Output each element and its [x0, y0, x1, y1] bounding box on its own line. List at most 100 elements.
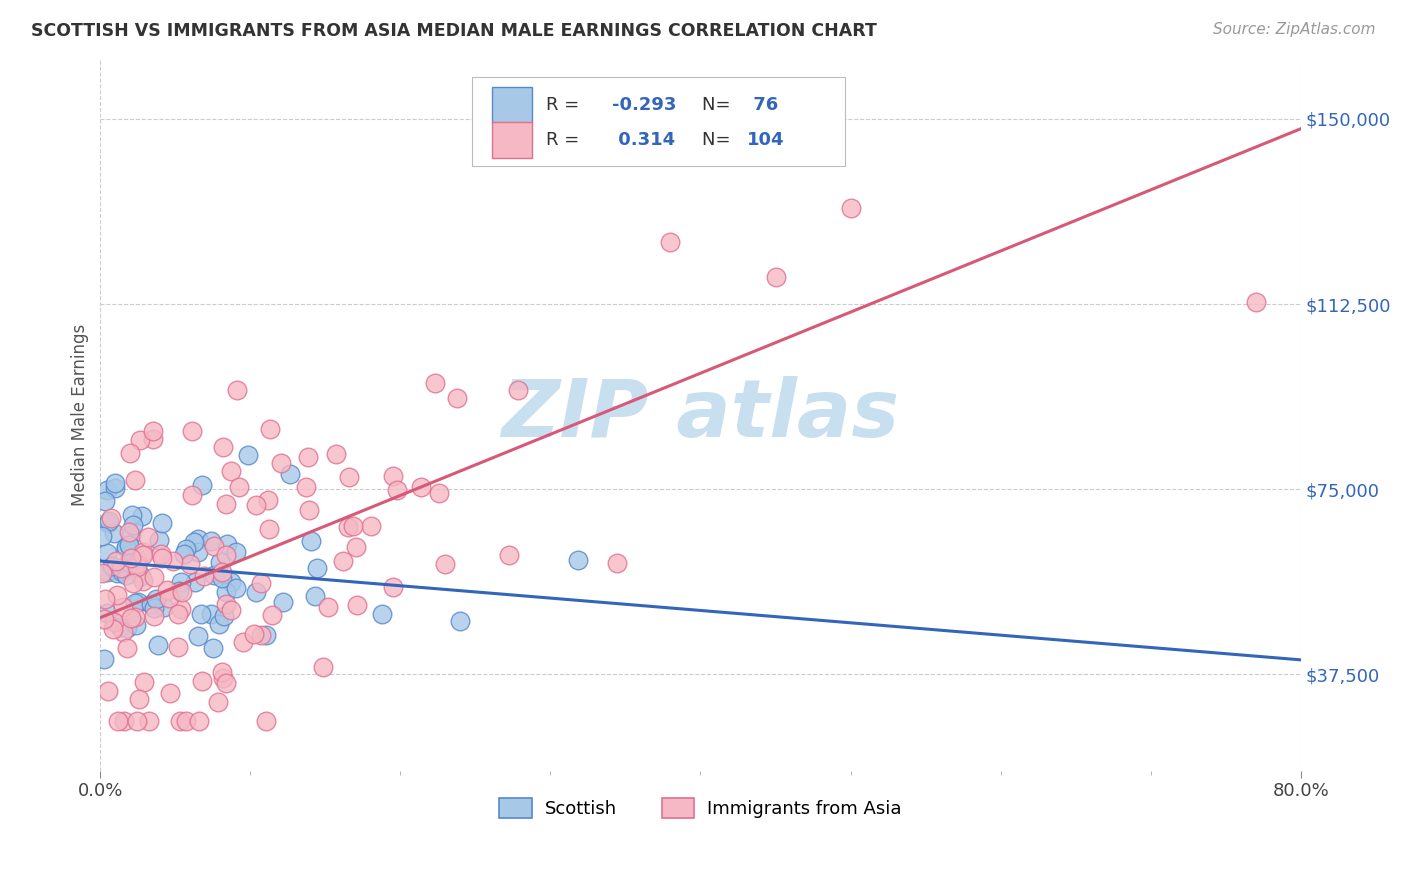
Point: [219, 574, 242, 589]
Point: [149, 547, 172, 561]
Point: [153, 599, 176, 614]
Point: [449, 614, 471, 628]
Point: [111, 566, 134, 580]
Point: [259, 422, 281, 436]
Point: [188, 714, 211, 729]
Point: [156, 582, 179, 597]
Point: [105, 588, 128, 602]
Point: [132, 549, 155, 563]
Point: [131, 509, 153, 524]
Point: [217, 536, 239, 550]
Point: [839, 201, 862, 215]
Point: [212, 609, 235, 624]
Point: [214, 585, 236, 599]
Point: [96, 546, 118, 560]
Point: [94, 592, 117, 607]
Point: [506, 383, 529, 397]
Point: [111, 600, 134, 615]
Point: [181, 488, 204, 502]
Point: [215, 548, 238, 562]
Point: [176, 541, 198, 556]
Text: N=: N=: [702, 96, 735, 114]
Point: [219, 603, 242, 617]
Point: [115, 620, 138, 634]
Point: [159, 686, 181, 700]
Point: [124, 549, 146, 564]
Point: [169, 601, 191, 615]
Point: [115, 641, 138, 656]
Point: [183, 574, 205, 589]
FancyBboxPatch shape: [492, 87, 533, 123]
Point: [228, 481, 250, 495]
Point: [200, 533, 222, 548]
Point: [337, 470, 360, 484]
Point: [103, 525, 125, 540]
Point: [118, 538, 141, 552]
Point: [122, 518, 145, 533]
Point: [254, 714, 277, 729]
Point: [250, 575, 273, 590]
Point: [381, 469, 404, 483]
Point: [212, 440, 235, 454]
Point: [139, 597, 162, 611]
Text: N=: N=: [702, 131, 735, 149]
Point: [298, 503, 321, 517]
Point: [270, 456, 292, 470]
Point: [142, 569, 165, 583]
Point: [221, 464, 243, 478]
Point: [104, 481, 127, 495]
Point: [169, 583, 191, 598]
Point: [103, 615, 125, 630]
Point: [446, 391, 468, 405]
Point: [112, 714, 135, 729]
Point: [207, 695, 229, 709]
Point: [342, 518, 364, 533]
FancyBboxPatch shape: [472, 78, 845, 166]
Point: [427, 486, 450, 500]
Point: [107, 714, 129, 729]
Point: [209, 555, 232, 569]
Point: [128, 692, 150, 706]
Point: [271, 595, 294, 609]
Point: [225, 581, 247, 595]
Point: [226, 383, 249, 397]
Y-axis label: Median Male Earnings: Median Male Earnings: [72, 324, 89, 507]
Point: [232, 635, 254, 649]
Point: [332, 554, 354, 568]
Point: [94, 494, 117, 508]
Point: [114, 541, 136, 555]
Point: [214, 498, 236, 512]
Point: [201, 641, 224, 656]
Point: [167, 607, 190, 621]
Point: [245, 585, 267, 599]
Point: [337, 520, 360, 534]
Point: [318, 600, 340, 615]
Point: [129, 433, 152, 447]
Point: [382, 580, 405, 594]
Point: [370, 607, 392, 622]
Point: [191, 477, 214, 491]
Point: [132, 674, 155, 689]
Point: [257, 493, 280, 508]
Point: [90, 566, 112, 581]
Point: [142, 609, 165, 624]
Text: Source: ZipAtlas.com: Source: ZipAtlas.com: [1212, 22, 1375, 37]
Point: [136, 530, 159, 544]
Point: [1244, 294, 1267, 309]
Point: [190, 607, 212, 621]
Point: [297, 450, 319, 464]
Point: [187, 545, 209, 559]
Point: [215, 675, 238, 690]
Point: [120, 528, 142, 542]
Point: [110, 561, 132, 575]
Point: [118, 446, 141, 460]
FancyBboxPatch shape: [492, 122, 533, 158]
Text: 76: 76: [748, 96, 779, 114]
Point: [312, 660, 335, 674]
Point: [215, 597, 238, 611]
Point: [162, 554, 184, 568]
Point: [112, 624, 135, 639]
Point: [132, 574, 155, 588]
Point: [118, 554, 141, 568]
Point: [124, 610, 146, 624]
